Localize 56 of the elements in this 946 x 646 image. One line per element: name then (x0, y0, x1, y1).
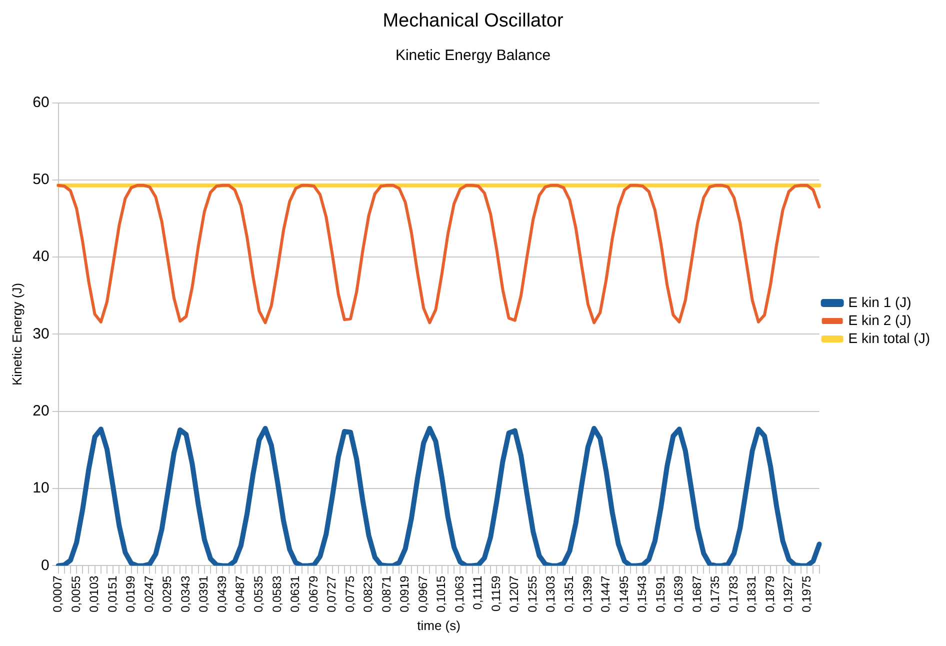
legend-label: E kin 2 (J) (848, 312, 912, 328)
x-tick-label: 0,1639 (672, 575, 686, 612)
x-tick-label: 0,1543 (635, 575, 650, 612)
x-tick-label: 0,0199 (124, 575, 138, 612)
x-tick-label: 0,0775 (342, 575, 357, 612)
y-tick-label: 10 (32, 480, 50, 497)
x-tick-label: 0,0151 (105, 575, 120, 612)
x-tick-label: 0,1735 (708, 575, 722, 612)
y-tick-label: 40 (32, 248, 50, 266)
x-tick-label: 0,0247 (142, 575, 156, 612)
x-tick-label: 0,0823 (361, 575, 376, 612)
x-tick-label: 0,1111 (470, 575, 485, 610)
x-tick-label: 0,0007 (50, 575, 65, 612)
x-tick-label: 0,1783 (726, 575, 740, 612)
x-tick-label: 0,1399 (580, 575, 594, 612)
x-tick-label: 0,1063 (452, 575, 466, 612)
chart-subtitle: Kinetic Energy Balance (395, 46, 551, 64)
x-tick-label: 0,0391 (196, 575, 211, 612)
x-tick-label: 0,1927 (781, 575, 796, 612)
x-axis-title: time (s) (417, 618, 460, 633)
x-tick-label: 0,0055 (68, 575, 83, 612)
y-tick-label: 50 (32, 171, 50, 188)
x-tick-label: 0,0487 (233, 575, 248, 612)
y-axis-title: Kinetic Energy (J) (9, 282, 24, 386)
chart-title: Mechanical Oscillator (382, 10, 564, 32)
x-tick-label: 0,1495 (616, 575, 631, 612)
legend-label: E kin 1 (J) (848, 294, 912, 310)
x-tick-label: 0,1447 (598, 575, 613, 612)
y-tick-label: 60 (32, 94, 50, 111)
x-tick-label: 0,1303 (544, 575, 558, 612)
x-tick-label: 0,1015 (434, 575, 448, 612)
y-tick-label: 20 (32, 402, 50, 420)
x-tick-label: 0,1255 (525, 575, 540, 612)
x-tick-label: 0,1159 (488, 575, 503, 612)
x-tick-label: 0,0103 (87, 575, 102, 612)
x-tick-label: 0,0439 (214, 575, 229, 612)
y-tick-label: 30 (32, 325, 50, 342)
x-tick-label: 0,0871 (379, 575, 394, 612)
x-tick-label: 0,1975 (799, 575, 814, 612)
x-tick-label: 0,0631 (288, 575, 302, 612)
x-tick-label: 0,0919 (398, 575, 412, 612)
x-tick-label: 0,0343 (178, 575, 192, 612)
x-tick-label: 0,0535 (252, 575, 266, 612)
x-tick-label: 0,1879 (762, 575, 777, 612)
x-tick-label: 0,1831 (744, 575, 759, 612)
y-tick-label: 0 (40, 556, 50, 574)
x-tick-label: 0,0679 (306, 575, 320, 612)
x-tick-label: 0,0727 (324, 575, 339, 612)
x-tick-label: 0,1591 (653, 575, 668, 612)
x-tick-label: 0,0583 (270, 575, 284, 612)
x-tick-label: 0,1351 (562, 575, 576, 612)
x-tick-label: 0,0295 (160, 575, 174, 612)
legend-label: E kin total (J) (848, 330, 930, 346)
x-tick-label: 0,1207 (507, 575, 522, 612)
x-tick-label: 0,1687 (690, 575, 704, 612)
x-tick-label: 0,0967 (416, 575, 430, 612)
